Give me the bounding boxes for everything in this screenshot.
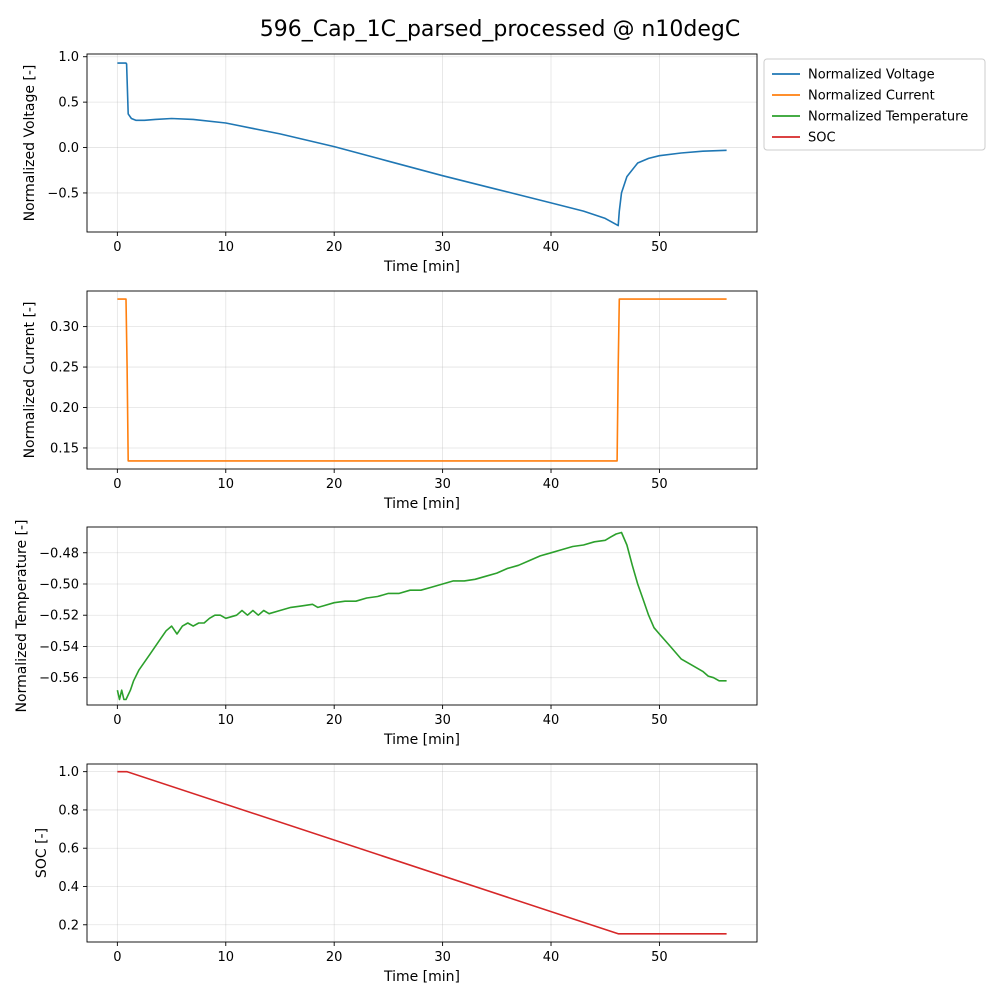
series-line-normalized-temperature bbox=[116, 531, 727, 701]
y-tick-label: 0.25 bbox=[50, 361, 79, 376]
x-tick-label: 50 bbox=[651, 950, 668, 965]
plot-frame bbox=[86, 763, 758, 943]
x-tick-label: 40 bbox=[543, 950, 560, 965]
x-tick-label: 50 bbox=[651, 240, 668, 255]
legend-label: SOC bbox=[808, 131, 836, 146]
series-line-normalized-voltage bbox=[117, 62, 727, 227]
subplot-3: 0 10 20 30 40 50 −0.56 −0.54 −0.52 −0.50 −0.48 Time… bbox=[14, 520, 758, 748]
y-tick-label: 0.0 bbox=[58, 141, 79, 156]
legend-box bbox=[763, 58, 986, 151]
x-axis-label: Time [min] bbox=[383, 496, 460, 512]
y-tick-label: 0.6 bbox=[58, 842, 79, 857]
y-tick-label: −0.50 bbox=[39, 577, 79, 592]
y-tick-label: −0.54 bbox=[39, 640, 79, 655]
x-tick-label: 20 bbox=[326, 713, 343, 728]
y-tick-label: −0.52 bbox=[39, 609, 79, 624]
y-axis-label: Normalized Temperature [-] bbox=[14, 520, 30, 713]
subplot-2: 0 10 20 30 40 50 0.15 0.20 0.25 0.30 Time [min] Nor… bbox=[22, 290, 758, 512]
x-tick-label: 0 bbox=[113, 713, 121, 728]
subplots: 0 10 20 30 40 50 −0.5 0.0 0.5 1.0 Time [min] Normal… bbox=[14, 50, 758, 985]
x-axis-label: Time [min] bbox=[383, 259, 460, 275]
legend-label: Normalized Voltage bbox=[808, 68, 935, 83]
legend: Normalized Voltage Normalized Current Norm… bbox=[763, 58, 986, 151]
x-tick-label: 30 bbox=[434, 950, 451, 965]
y-axis-label: SOC [-] bbox=[34, 828, 50, 878]
x-tick-label: 30 bbox=[434, 240, 451, 255]
y-axis-label: Normalized Current [-] bbox=[22, 302, 38, 459]
x-tick-label: 10 bbox=[217, 240, 234, 255]
x-tick-label: 10 bbox=[217, 477, 234, 492]
y-tick-label: −0.56 bbox=[39, 671, 79, 686]
x-tick-label: 10 bbox=[217, 713, 234, 728]
x-tick-label: 30 bbox=[434, 477, 451, 492]
plot-frame bbox=[86, 290, 758, 470]
x-tick-label: 20 bbox=[326, 477, 343, 492]
x-tick-label: 40 bbox=[543, 477, 560, 492]
x-axis-label: Time [min] bbox=[383, 969, 460, 985]
x-tick-label: 30 bbox=[434, 713, 451, 728]
y-axis-label: Normalized Voltage [-] bbox=[22, 65, 38, 222]
subplot-4: 0 10 20 30 40 50 0.2 0.4 0.6 0.8 1.0 Time [min] SOC … bbox=[34, 763, 758, 985]
legend-label: Normalized Temperature bbox=[808, 110, 968, 125]
x-tick-label: 50 bbox=[651, 477, 668, 492]
y-tick-label: 0.20 bbox=[50, 401, 79, 416]
legend-label: Normalized Current bbox=[808, 89, 935, 104]
x-tick-label: 0 bbox=[113, 950, 121, 965]
y-tick-label: 1.0 bbox=[58, 50, 79, 65]
subplot-1: 0 10 20 30 40 50 −0.5 0.0 0.5 1.0 Time [min] Normal… bbox=[22, 50, 758, 275]
x-tick-label: 20 bbox=[326, 240, 343, 255]
x-tick-label: 40 bbox=[543, 713, 560, 728]
y-tick-label: −0.5 bbox=[47, 186, 79, 201]
y-tick-label: 0.5 bbox=[58, 96, 79, 111]
y-tick-label: −0.48 bbox=[39, 546, 79, 561]
x-tick-label: 50 bbox=[651, 713, 668, 728]
figure-title: 596_Cap_1C_parsed_processed @ n10degC bbox=[260, 17, 740, 42]
x-tick-label: 0 bbox=[113, 477, 121, 492]
y-tick-label: 0.8 bbox=[58, 803, 79, 818]
x-tick-label: 0 bbox=[113, 240, 121, 255]
y-tick-label: 0.4 bbox=[58, 880, 79, 895]
y-tick-label: 0.30 bbox=[50, 320, 79, 335]
plot-frame bbox=[86, 526, 758, 706]
x-tick-label: 20 bbox=[326, 950, 343, 965]
series-line-normalized-current bbox=[117, 298, 727, 462]
x-tick-label: 10 bbox=[217, 950, 234, 965]
series-line-soc bbox=[117, 770, 727, 935]
x-axis-label: Time [min] bbox=[383, 732, 460, 748]
x-tick-label: 40 bbox=[543, 240, 560, 255]
y-tick-label: 0.15 bbox=[50, 441, 79, 456]
plot-frame bbox=[86, 53, 758, 233]
y-tick-label: 0.2 bbox=[58, 918, 79, 933]
y-tick-label: 1.0 bbox=[58, 765, 79, 780]
